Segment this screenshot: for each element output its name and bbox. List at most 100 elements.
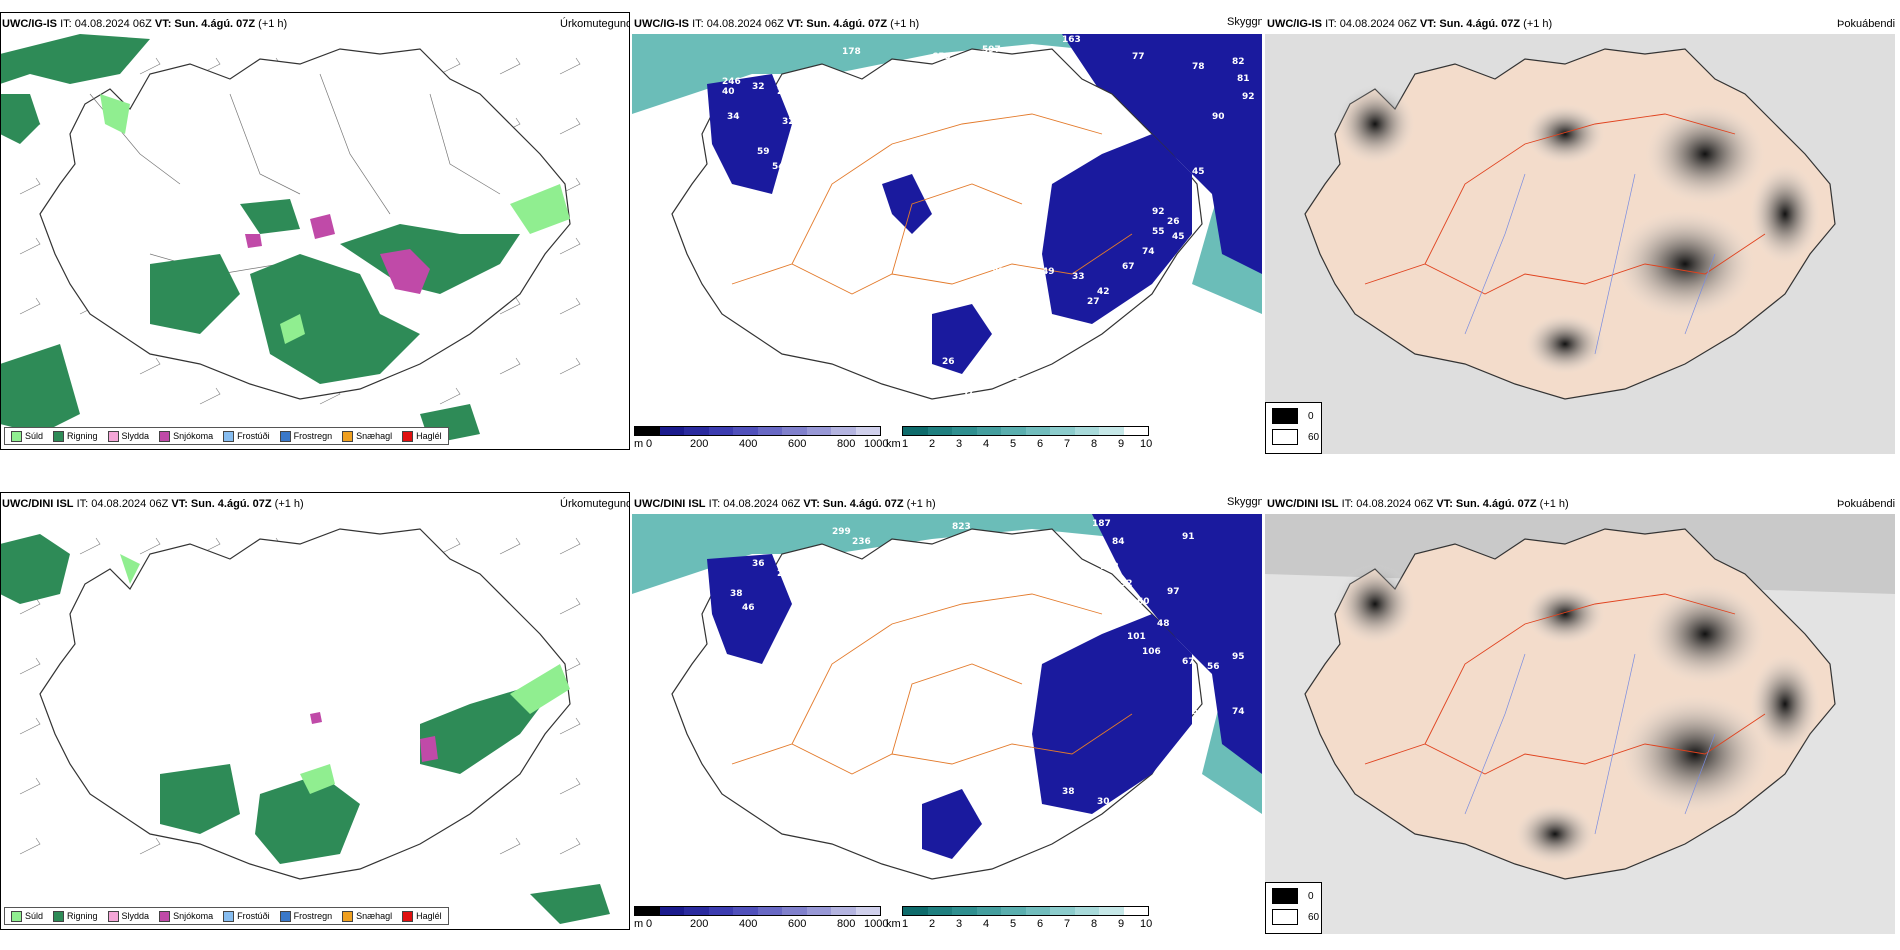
ceiling-value-label: 50 — [1022, 747, 1035, 757]
ceiling-value-label: 122 — [1002, 372, 1021, 382]
legend-item: Slydda — [107, 430, 149, 442]
ceiling-value-label: 740 — [867, 82, 886, 92]
rivers — [1464, 173, 1716, 355]
ceiling-value-label: 133 — [992, 787, 1011, 797]
legend-swatch-rain — [53, 430, 65, 442]
roads — [1364, 593, 1766, 775]
ceiling-value-label: 44 — [1087, 327, 1100, 337]
ceiling-value-label: 133 — [912, 347, 931, 357]
precip-type-panel-row2: UWC/DINI ISL IT: 04.08.2024 06Z VT: Sun.… — [0, 492, 630, 947]
ceiling-value-label: 26 — [777, 569, 790, 579]
ceiling-value-label: 54 — [772, 162, 785, 172]
colorbar-segment — [806, 907, 831, 915]
roads — [1364, 113, 1766, 295]
ceiling-value-labels: 178 201 246 740 659 597 163 77 78 82 81 92 90 40 32 26 3… — [722, 35, 1255, 397]
ceiling-colorbar — [634, 426, 881, 436]
precip-type-panel-row1: UWC/IG-IS IT: 04.08.2024 06Z VT: Sun. 4.… — [0, 12, 630, 467]
ceiling-value-label: 187 — [1092, 519, 1111, 529]
colorbar-segment — [782, 427, 807, 435]
ceiling-value-label: 659 — [932, 52, 951, 62]
ceiling-value-label: 82 — [1202, 687, 1215, 697]
snow-areas — [245, 214, 430, 294]
precip-type-legend: Súld Rigning Slydda Snjókoma Frostúði Fr… — [4, 427, 449, 445]
colorbar-segment — [1074, 907, 1099, 915]
ceiling-value-label: 299 — [832, 527, 851, 537]
ceiling-value-label: 38 — [730, 589, 743, 599]
legend-swatch-freezing-rain — [279, 430, 291, 442]
ceiling-value-label: 92 — [1242, 92, 1255, 102]
colorbar-segment — [903, 427, 928, 435]
ceiling-value-label: 597 — [982, 45, 1001, 55]
rivers — [1464, 653, 1716, 835]
legend-item: Snjókoma — [159, 430, 213, 442]
model-header: UWC/IG-IS IT: 04.08.2024 06Z VT: Sun. 4.… — [1267, 18, 1553, 30]
legend-swatch-snow — [159, 430, 171, 442]
ceiling-value-label: 26 — [777, 87, 790, 97]
ceiling-value-label: 102 — [1100, 562, 1119, 572]
ceiling-value-label: 64 — [962, 887, 975, 897]
precip-map — [0, 528, 610, 924]
colorbar-segment — [1074, 427, 1099, 435]
ceiling-value-label: 34 — [727, 112, 740, 122]
colorbar-segment — [1123, 427, 1148, 435]
colorbar-segment — [1001, 427, 1026, 435]
legend-item: Rigning — [53, 910, 98, 922]
legend-item: Rigning — [53, 430, 98, 442]
ceiling-value-label: 102 — [962, 217, 981, 227]
colorbar-segment — [757, 427, 782, 435]
fog-index-panel-row2: UWC/DINI ISL IT: 04.08.2024 06Z VT: Sun.… — [1265, 492, 1895, 947]
ceiling-value-label: 246 — [722, 77, 741, 87]
ceiling-map: 178 201 246 740 659 597 163 77 78 82 81 92 90 40 32 26 3… — [632, 34, 1262, 454]
fog-dark-areas — [1335, 84, 1820, 374]
ceiling-value-label: 27 — [1127, 837, 1140, 847]
ceiling-value-label: 45 — [977, 857, 990, 867]
colorbar-segment — [635, 907, 660, 915]
panel-title: Úrkomutegund — [560, 18, 630, 30]
ceiling-value-label: 201 — [812, 67, 831, 77]
panel-title: Skyggni — [1227, 16, 1262, 28]
fog-legend-row: 0 — [1272, 408, 1321, 424]
fog-legend-swatch-dark — [1272, 888, 1298, 904]
colorbar-segment — [927, 907, 952, 915]
ceiling-value-label: 18 — [1072, 867, 1085, 877]
legend-item: Snæhagl — [342, 910, 392, 922]
colorbar-segment — [855, 907, 880, 915]
colorbar-segment — [684, 907, 709, 915]
ceiling-value-label: 26 — [942, 357, 955, 367]
colorbar-segment — [757, 907, 782, 915]
colorbar-segment — [1050, 907, 1075, 915]
ceiling-value-label: 60 — [1137, 597, 1150, 607]
ceiling-value-label: 74 — [1232, 707, 1245, 717]
ceiling-unit: m — [634, 918, 644, 930]
terrain-contours — [89, 73, 501, 285]
visibility-colorbar — [902, 906, 1149, 916]
ceiling-value-label: 45 — [1172, 232, 1185, 242]
panel-title: Úrkomutegund — [560, 498, 630, 510]
ceiling-value-label: 77 — [1132, 52, 1145, 62]
colorbar-segment — [708, 427, 733, 435]
ceiling-value-label: 40 — [1152, 827, 1165, 837]
precip-map — [0, 34, 581, 444]
colorbar-segment — [659, 907, 684, 915]
visibility-unit: km — [886, 918, 901, 930]
visibility-unit: km — [886, 438, 901, 450]
colorbar-segment — [1123, 907, 1148, 915]
fog-legend-swatch-light — [1272, 429, 1298, 445]
ceiling-value-label: 92 — [1152, 207, 1165, 217]
ceiling-value-label: 47 — [962, 387, 975, 397]
precip-type-legend: Súld Rigning Slydda Snjókoma Frostúði Fr… — [4, 907, 449, 925]
ceiling-value-label: 35 — [1107, 842, 1120, 852]
legend-swatch-drizzle — [11, 430, 22, 442]
colorbar-segment — [855, 427, 880, 435]
fog-legend: 0 60 — [1265, 402, 1322, 454]
ceiling-value-label: 163 — [1062, 35, 1081, 45]
colorbar-segment — [684, 427, 709, 435]
panel-title: Þokuábendi — [1837, 498, 1895, 510]
legend-item: Slydda — [107, 910, 149, 922]
legend-swatch-sleet — [107, 910, 119, 922]
low-ceiling-east — [1092, 514, 1262, 774]
ceiling-value-label: 49 — [1012, 767, 1025, 777]
colorbar-segment — [1099, 427, 1124, 435]
